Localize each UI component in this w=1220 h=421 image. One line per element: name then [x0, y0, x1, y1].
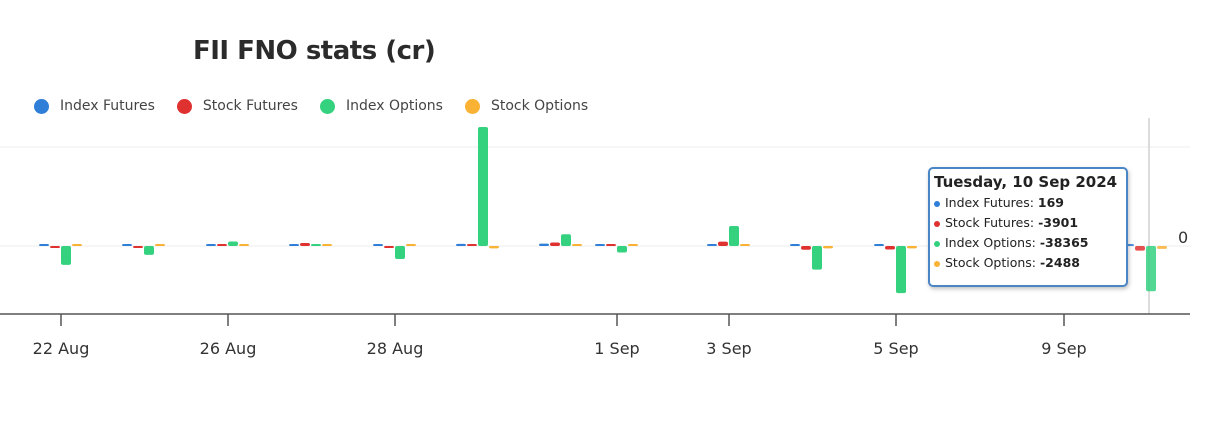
tooltip-row-stock-options: Stock Options: -2488	[934, 253, 1122, 273]
bar	[228, 241, 238, 246]
bar	[561, 234, 571, 246]
x-tick-label: 5 Sep	[873, 339, 918, 358]
x-tick-label: 1 Sep	[594, 339, 639, 358]
tooltip-dot	[934, 260, 940, 267]
bar	[885, 246, 895, 250]
bar	[311, 244, 321, 246]
bar	[740, 244, 750, 246]
bar	[550, 242, 560, 246]
x-tick-label: 22 Aug	[33, 339, 90, 358]
x-tick-label: 9 Sep	[1041, 339, 1086, 358]
bar	[373, 244, 383, 246]
legend-dot	[34, 98, 49, 114]
bar	[628, 244, 638, 246]
bar	[289, 244, 299, 246]
bar	[823, 246, 833, 249]
bar	[896, 246, 906, 294]
bar	[606, 244, 616, 246]
x-tick-label: 28 Aug	[367, 339, 424, 358]
legend-item-index-options[interactable]: Index Options	[319, 98, 443, 114]
bar	[206, 244, 216, 246]
tooltip-dot	[934, 200, 940, 207]
y-tick-label: 0	[1178, 228, 1188, 247]
tooltip-row-index-options: Index Options: -38365	[934, 233, 1122, 253]
bar	[874, 244, 884, 246]
tooltip-row-index-futures: Index Futures: 169	[934, 193, 1122, 213]
bar	[595, 244, 605, 246]
legend-item-index-futures[interactable]: Index Futures	[34, 98, 155, 114]
x-tick-label: 26 Aug	[200, 339, 257, 358]
tooltip-value: -2488	[1039, 255, 1080, 270]
bar	[729, 225, 739, 246]
tooltip-title: Tuesday, 10 Sep 2024	[934, 173, 1118, 191]
legend-label: Index Futures	[60, 98, 155, 114]
tooltip-dot	[934, 220, 940, 227]
bar	[812, 246, 822, 270]
bar	[1146, 246, 1156, 292]
legend-label: Stock Options	[490, 98, 589, 114]
tooltip-label: Stock Futures:	[945, 215, 1039, 230]
bar	[707, 244, 717, 246]
bar	[456, 243, 466, 246]
bar	[467, 244, 477, 246]
bar	[489, 246, 499, 249]
bar	[406, 244, 416, 246]
tooltip-label: Index Options:	[945, 235, 1040, 250]
bar	[801, 246, 811, 250]
bar	[1135, 246, 1145, 251]
bar	[478, 127, 488, 246]
tooltip-label: Index Futures:	[945, 195, 1038, 210]
legend-label: Stock Futures	[202, 98, 298, 114]
chart-title: FII FNO stats (cr)	[193, 36, 436, 66]
bar	[300, 243, 310, 246]
bar	[572, 244, 582, 246]
bar	[217, 244, 227, 246]
tooltip-value: 169	[1037, 195, 1064, 210]
tooltip-value: -3901	[1038, 215, 1079, 230]
chart-legend: Index Futures Stock Futures Index Option…	[34, 98, 610, 114]
bar	[72, 244, 82, 246]
bar	[790, 244, 800, 246]
legend-dot	[176, 98, 192, 114]
tooltip-dot	[934, 240, 940, 247]
bar	[239, 244, 249, 246]
bar	[1157, 246, 1167, 249]
x-tick-label: 3 Sep	[706, 339, 751, 358]
bar	[122, 244, 132, 246]
bar	[718, 241, 728, 246]
bar	[617, 246, 627, 253]
bar	[144, 246, 154, 255]
bar	[155, 244, 165, 246]
bar	[395, 246, 405, 259]
chart-tooltip: Tuesday, 10 Sep 2024 Index Futures: 169 …	[928, 167, 1128, 287]
legend-item-stock-options[interactable]: Stock Options	[464, 98, 589, 114]
bar	[39, 244, 49, 246]
tooltip-label: Stock Options:	[945, 255, 1040, 270]
bar	[907, 246, 917, 249]
legend-label: Index Options	[345, 98, 443, 114]
tooltip-value: -38365	[1039, 235, 1089, 250]
legend-dot	[319, 98, 335, 114]
bar	[539, 243, 549, 246]
tooltip-row-stock-futures: Stock Futures: -3901	[934, 213, 1122, 233]
legend-dot	[464, 98, 480, 114]
bar	[322, 244, 332, 246]
bar	[61, 246, 71, 265]
bar	[384, 246, 394, 248]
legend-item-stock-futures[interactable]: Stock Futures	[176, 98, 298, 114]
bar	[133, 246, 143, 248]
bar	[50, 246, 60, 248]
